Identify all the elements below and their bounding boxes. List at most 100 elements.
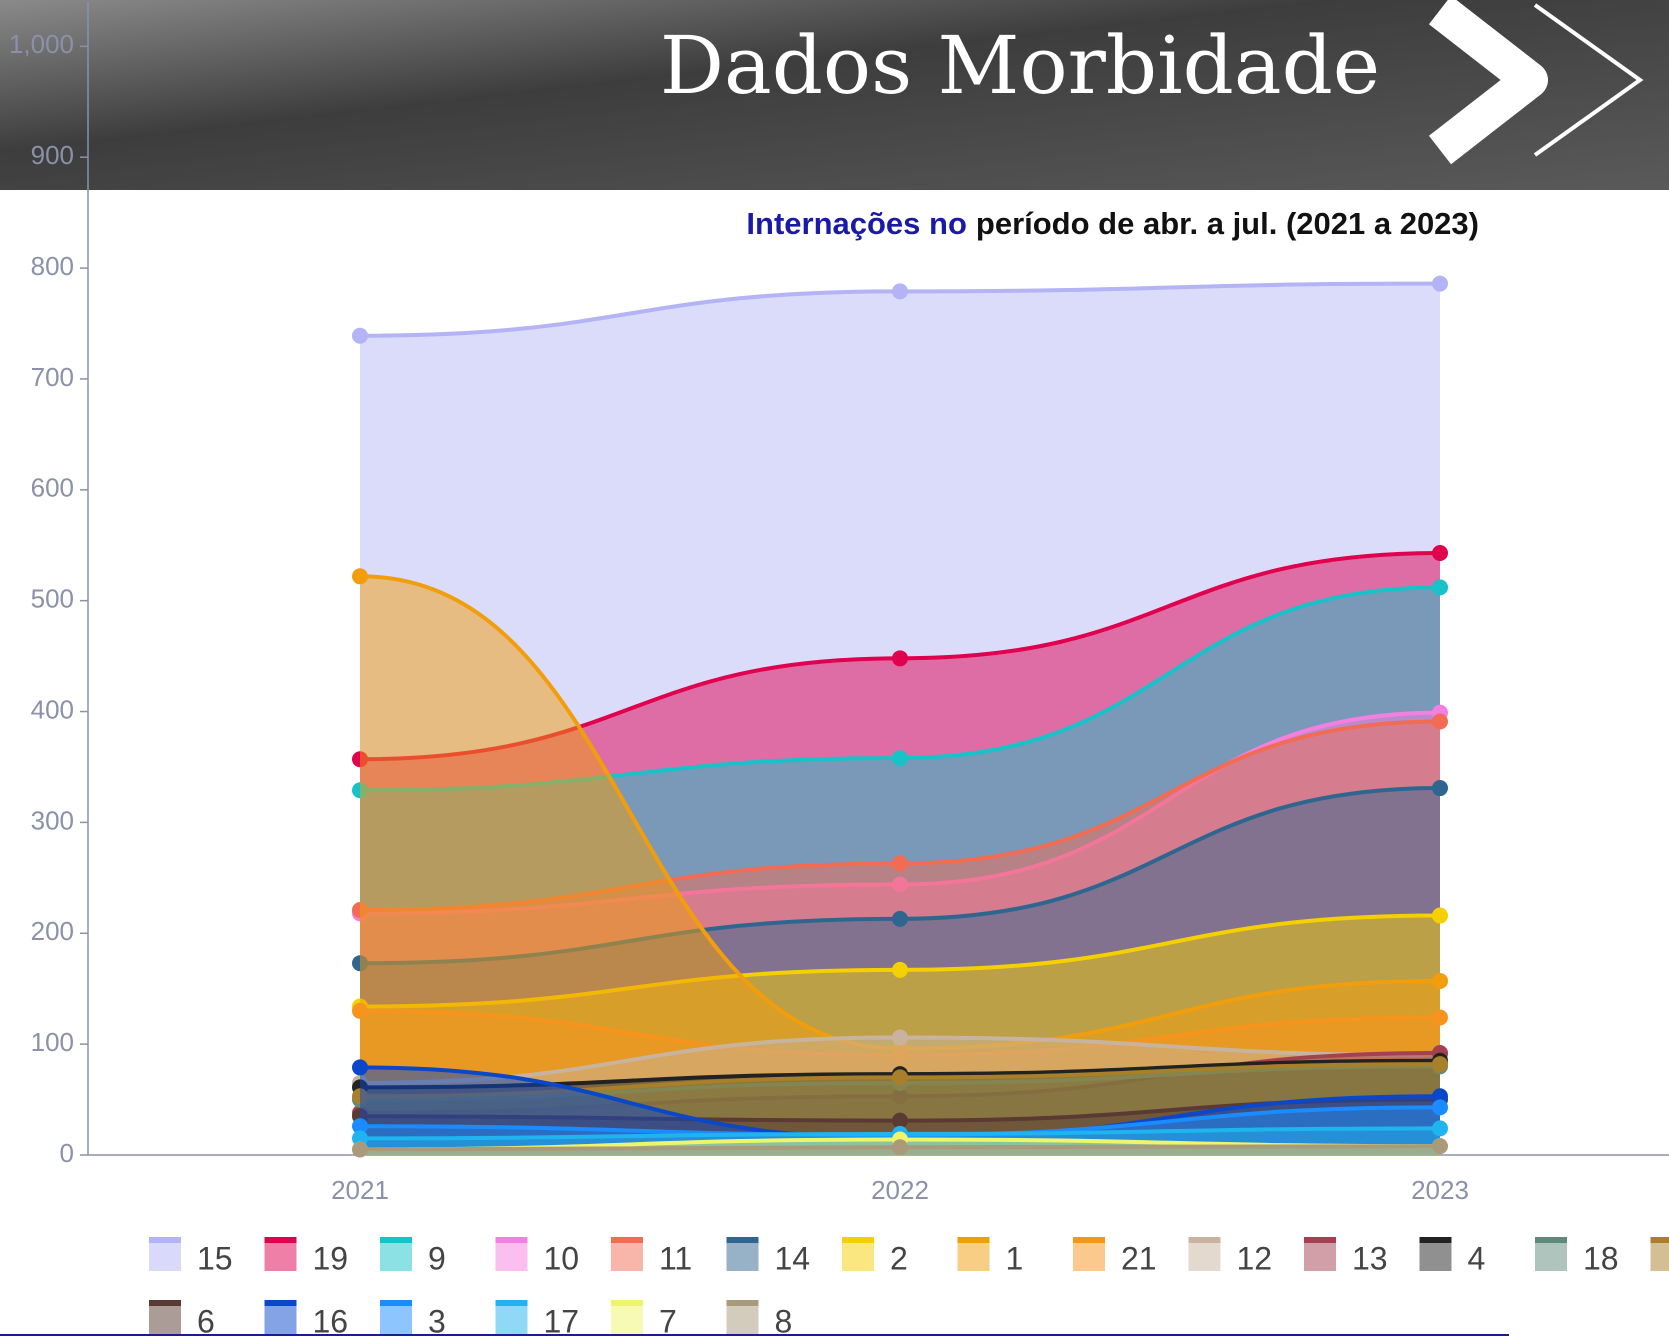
legend-swatch-top — [1535, 1237, 1567, 1243]
y-tick-label: 0 — [60, 1138, 74, 1168]
point — [1432, 276, 1448, 292]
legend-swatch — [380, 1241, 412, 1271]
legend-swatch-top — [958, 1237, 990, 1243]
legend-item: 3 — [380, 1300, 446, 1338]
point — [352, 568, 368, 584]
x-tick-label: 2022 — [871, 1175, 929, 1205]
legend-swatch-top — [727, 1237, 759, 1243]
legend-swatch-top — [380, 1300, 412, 1306]
legend-swatch-top — [496, 1300, 528, 1306]
legend-item: 19 — [265, 1237, 349, 1276]
legend-item: 10 — [496, 1237, 580, 1276]
legend-item: 5 — [1651, 1237, 1669, 1276]
point — [1432, 1099, 1448, 1115]
legend-swatch-top — [265, 1300, 297, 1306]
point — [892, 1069, 908, 1085]
legend-swatch — [496, 1304, 528, 1334]
legend-swatch — [1420, 1241, 1452, 1271]
legend-label: 3 — [428, 1303, 446, 1338]
page: Dados Morbidade Internações noperíodo de… — [0, 0, 1669, 1338]
legend-item: 7 — [611, 1300, 677, 1338]
legend-swatch — [149, 1304, 181, 1334]
y-tick-label: 800 — [31, 251, 74, 281]
legend-item: 6 — [149, 1300, 215, 1338]
legend-swatch — [496, 1241, 528, 1271]
legend-label: 2 — [890, 1240, 908, 1276]
y-tick-label: 200 — [31, 916, 74, 946]
legend-swatch — [1304, 1241, 1336, 1271]
legend-swatch-top — [496, 1237, 528, 1243]
legend-swatch — [265, 1241, 297, 1271]
legend-swatch-top — [265, 1237, 297, 1243]
legend-swatch-top — [1420, 1237, 1452, 1243]
legend-swatch — [958, 1241, 990, 1271]
point — [892, 750, 908, 766]
legend-label: 7 — [659, 1303, 677, 1338]
legend-swatch — [727, 1241, 759, 1271]
legend-swatch-top — [1304, 1237, 1336, 1243]
legend-swatch — [380, 1304, 412, 1334]
point — [892, 283, 908, 299]
legend-label: 13 — [1352, 1240, 1388, 1276]
y-tick-label: 300 — [31, 805, 74, 835]
point — [1432, 973, 1448, 989]
point — [892, 962, 908, 978]
banner-title: Dados Morbidade — [660, 19, 1380, 112]
legend-label: 17 — [544, 1303, 580, 1338]
legend-swatch-top — [380, 1237, 412, 1243]
legend-swatch-top — [1073, 1237, 1105, 1243]
legend-item: 12 — [1189, 1237, 1273, 1276]
y-tick-label: 900 — [31, 140, 74, 170]
point — [1432, 908, 1448, 924]
point — [352, 1141, 368, 1157]
legend-item: 18 — [1535, 1237, 1619, 1276]
legend-label: 9 — [428, 1240, 446, 1276]
point — [1432, 1056, 1448, 1072]
y-tick-label: 700 — [31, 362, 74, 392]
legend-swatch-top — [1189, 1237, 1221, 1243]
legend-label: 6 — [197, 1303, 215, 1338]
x-tick-label: 2021 — [331, 1175, 389, 1205]
point — [1432, 1138, 1448, 1154]
legend-label: 8 — [775, 1303, 793, 1338]
point — [352, 1003, 368, 1019]
point — [352, 328, 368, 344]
legend-item: 11 — [611, 1237, 692, 1276]
legend-label: 11 — [659, 1240, 692, 1276]
legend-item: 21 — [1073, 1237, 1157, 1276]
legend-swatch-top — [842, 1237, 874, 1243]
legend-swatch-top — [727, 1300, 759, 1306]
y-tick-label: 500 — [31, 584, 74, 614]
point — [892, 911, 908, 927]
legend-swatch — [842, 1241, 874, 1271]
legend-swatch — [1651, 1241, 1669, 1271]
point — [892, 855, 908, 871]
legend-swatch-top — [1651, 1237, 1669, 1243]
legend-item: 4 — [1420, 1237, 1486, 1276]
point — [892, 1029, 908, 1045]
legend-item: 15 — [149, 1237, 233, 1276]
legend-item: 9 — [380, 1237, 446, 1276]
y-tick-label: 100 — [31, 1027, 74, 1057]
legend-swatch — [265, 1304, 297, 1334]
legend-swatch — [1189, 1241, 1221, 1271]
legend-swatch — [727, 1304, 759, 1334]
legend-swatch — [1073, 1241, 1105, 1271]
legend-label: 21 — [1121, 1240, 1157, 1276]
legend-item: 14 — [727, 1237, 811, 1276]
point — [1432, 780, 1448, 796]
point — [1432, 1120, 1448, 1136]
point — [1432, 545, 1448, 561]
legend-swatch-top — [149, 1237, 181, 1243]
banner: Dados Morbidade — [0, 0, 1669, 190]
legend-label: 14 — [775, 1240, 811, 1276]
legend-swatch-top — [611, 1300, 643, 1306]
legend-swatch — [611, 1304, 643, 1334]
point — [892, 650, 908, 666]
legend-label: 15 — [197, 1240, 233, 1276]
legend-label: 12 — [1237, 1240, 1273, 1276]
title-part: período de abr. a jul. (2021 a 2023) — [976, 206, 1479, 241]
legend-item: 8 — [727, 1300, 793, 1338]
legend-swatch-top — [611, 1237, 643, 1243]
y-tick-label: 400 — [31, 694, 74, 724]
